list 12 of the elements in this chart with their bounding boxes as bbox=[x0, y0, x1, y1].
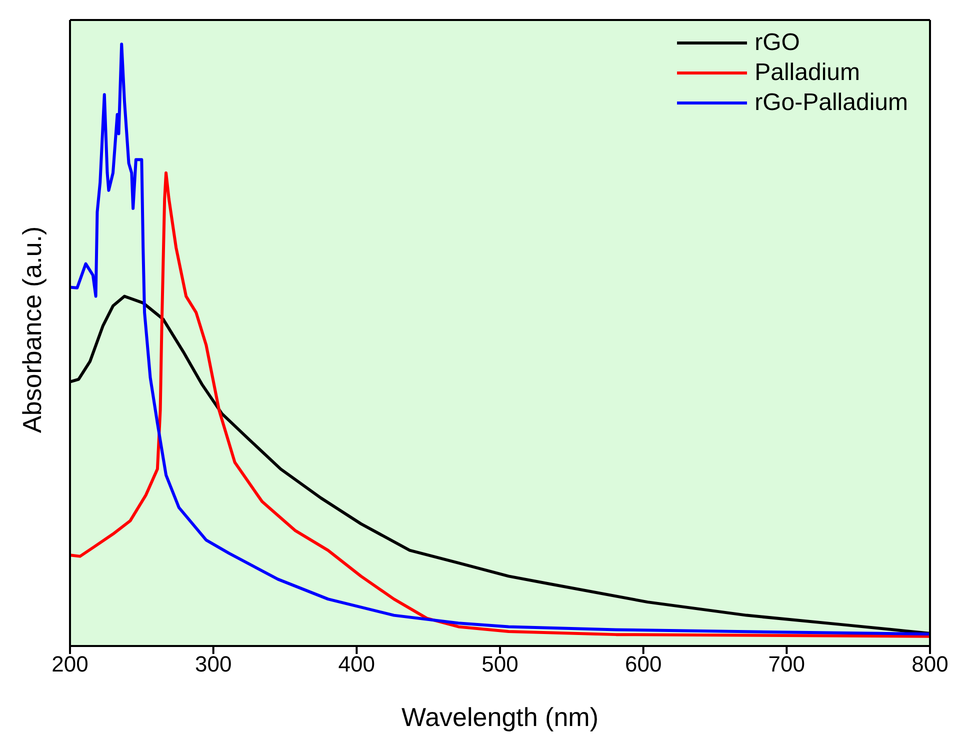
x-tick-label: 800 bbox=[912, 652, 948, 677]
x-tick-label: 200 bbox=[52, 652, 88, 677]
x-tick-label: 700 bbox=[768, 652, 806, 677]
legend-label: rGO bbox=[754, 29, 800, 57]
x-axis-title: Wavelength (nm) bbox=[402, 702, 598, 732]
x-tick-label: 400 bbox=[338, 652, 376, 677]
y-axis-title: Absorbance (a.u.) bbox=[17, 226, 48, 433]
legend-label: Palladium bbox=[754, 59, 860, 87]
x-tick-label: 500 bbox=[482, 652, 518, 677]
legend-label: rGo-Palladium bbox=[754, 89, 908, 117]
x-tick-label: 300 bbox=[194, 652, 232, 677]
x-tick-label: 600 bbox=[624, 652, 662, 677]
